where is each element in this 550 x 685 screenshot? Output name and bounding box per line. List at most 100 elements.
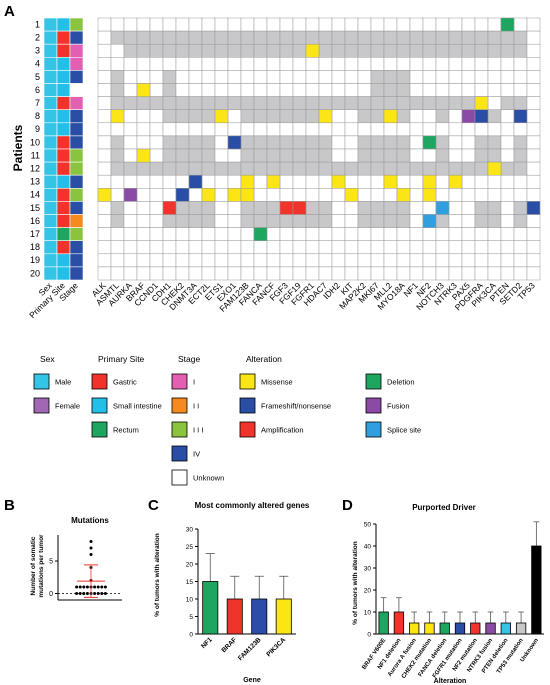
gene-cell — [487, 240, 502, 255]
gene-cell — [188, 122, 203, 137]
gene-cell — [110, 43, 125, 58]
legend-label: Gastric — [113, 378, 137, 387]
gene-cell — [266, 57, 281, 71]
clinical-cell — [69, 201, 84, 215]
gene-cell — [136, 227, 151, 241]
gene-cell — [383, 43, 398, 58]
gene-cell — [266, 214, 281, 228]
clinical-cell — [56, 214, 71, 228]
alteration-cell — [292, 201, 307, 215]
gene-cell — [279, 188, 294, 202]
gene-cell — [448, 96, 463, 110]
legend-label: IV — [193, 450, 200, 459]
clinical-cell — [56, 240, 71, 255]
gene-cell — [292, 96, 307, 110]
gene-cell — [357, 266, 372, 281]
gene-cell — [149, 135, 164, 150]
gene-cell — [97, 240, 112, 255]
gene-cell — [162, 70, 177, 84]
gene-cell — [487, 43, 502, 58]
gene-cell — [526, 109, 541, 124]
gene-cell — [318, 266, 333, 281]
alteration-cell — [474, 109, 489, 124]
y-tick-label: 10 — [186, 597, 194, 604]
alteration-cell — [526, 201, 541, 215]
gene-cell — [266, 70, 281, 84]
clinical-cell — [69, 17, 84, 32]
gene-cell — [487, 148, 502, 163]
legend-label: Frameshift/nonsense — [261, 402, 331, 411]
gene-cell — [513, 70, 528, 84]
gene-cell — [136, 96, 151, 110]
gene-cell — [370, 83, 385, 97]
gene-cell — [357, 17, 372, 32]
legend-label: I I I — [193, 426, 203, 435]
patient-tick-label: 17 — [30, 229, 40, 239]
gene-cell — [136, 109, 151, 124]
gene-cell — [370, 214, 385, 228]
clinical-cell — [43, 188, 58, 202]
gene-cell — [474, 201, 489, 215]
gene-cell — [526, 174, 541, 189]
gene-cell — [123, 109, 138, 124]
gene-cell — [383, 240, 398, 255]
gene-cell — [136, 201, 151, 215]
gene-cell — [357, 240, 372, 255]
gene-cell — [435, 174, 450, 189]
gene-cell — [396, 17, 411, 32]
gene-cell — [422, 70, 437, 84]
gene-cell — [487, 201, 502, 215]
gene-cell — [370, 30, 385, 45]
gene-cell — [175, 83, 190, 97]
alteration-cell — [136, 148, 151, 163]
gene-cell — [331, 253, 346, 268]
gene-cell — [500, 122, 515, 137]
legend-label: Deletion — [387, 378, 415, 387]
gene-cell — [500, 266, 515, 281]
gene-cell — [110, 214, 125, 228]
gene-cell — [97, 201, 112, 215]
alteration-cell — [279, 201, 294, 215]
clinical-cell — [56, 122, 71, 137]
gene-cell — [162, 188, 177, 202]
clinical-cell — [69, 96, 84, 110]
gene-cell — [110, 253, 125, 268]
gene-cell — [253, 83, 268, 97]
gene-cell — [227, 43, 242, 58]
gene-cell — [240, 96, 255, 110]
gene-cell — [344, 96, 359, 110]
gene-cell — [266, 161, 281, 176]
gene-cell — [227, 148, 242, 163]
gene-cell — [253, 201, 268, 215]
mutation-point — [75, 592, 79, 595]
bar — [202, 581, 219, 635]
gene-cell — [448, 253, 463, 268]
gene-cell — [396, 266, 411, 281]
clinical-cell — [56, 266, 71, 281]
gene-cell — [500, 109, 515, 124]
patient-tick-label: 3 — [35, 46, 40, 56]
gene-cell — [435, 240, 450, 255]
gene-cell — [305, 135, 320, 150]
genes-chart-ylabel: % of tumors with alteration — [154, 533, 161, 616]
gene-cell — [201, 57, 216, 71]
gene-cell — [409, 122, 424, 137]
gene-cell — [331, 266, 346, 281]
patient-tick-label: 15 — [30, 203, 40, 213]
gene-cell — [110, 227, 125, 241]
mutation-point — [100, 585, 104, 589]
gene-cell — [344, 148, 359, 163]
gene-cell — [461, 201, 476, 215]
legend-swatch — [239, 421, 256, 438]
legend-swatch — [171, 397, 188, 414]
alteration-cell — [422, 214, 437, 228]
gene-cell — [435, 161, 450, 176]
legend-swatch — [171, 373, 188, 390]
gene-cell — [409, 109, 424, 124]
gene-cell — [266, 135, 281, 150]
gene-cell — [435, 253, 450, 268]
gene-cell — [162, 135, 177, 150]
gene-cell — [448, 148, 463, 163]
y-tick-label: 0 — [49, 591, 53, 598]
